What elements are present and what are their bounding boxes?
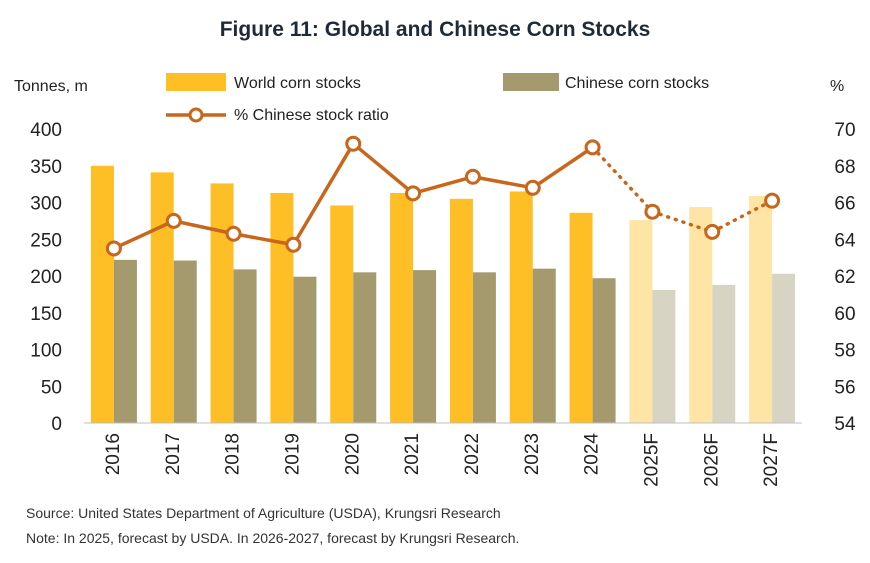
chart-title: Figure 11: Global and Chinese Corn Stock…: [219, 18, 651, 41]
y2-tick-label: 64: [834, 230, 856, 251]
bar-world: [749, 195, 773, 423]
legend-swatch-china: [503, 73, 559, 91]
x-tick-label: 2025F: [641, 433, 662, 487]
bar-world: [330, 205, 354, 423]
ratio-line: [105, 135, 781, 257]
ratio-point: [225, 225, 242, 242]
bar-world: [270, 192, 294, 423]
bar-world: [569, 212, 593, 423]
bar-china: [293, 276, 317, 423]
y2-tick-label: 58: [834, 341, 855, 362]
ratio-point: [524, 179, 541, 196]
forecast-note: Note: In 2025, forecast by USDA. In 2026…: [26, 530, 520, 546]
x-tick-label: 2024: [582, 433, 603, 476]
x-tick-label: 2019: [282, 433, 303, 475]
legend-marker-ratio: [188, 107, 204, 123]
y2-tick-label: 70: [834, 120, 855, 141]
x-tick-label: 2026F: [701, 433, 722, 487]
bar-world: [210, 183, 234, 423]
y2-tick-label: 60: [834, 304, 855, 325]
bar-world: [390, 192, 414, 423]
bars: [90, 165, 796, 423]
legend-swatch-world: [166, 73, 226, 91]
ratio-point: [464, 168, 481, 185]
y2-tick-label: 68: [834, 157, 855, 178]
bar-china: [472, 272, 496, 423]
y-axis-ticks: 0 50 100 150 200 250 300 350 400: [30, 120, 62, 435]
ratio-point: [105, 240, 122, 257]
bar-world: [150, 172, 174, 423]
legend-label-world: World corn stocks: [234, 75, 361, 92]
bar-china: [173, 260, 197, 423]
ratio-line-forecast: [590, 145, 774, 234]
y-tick-label: 0: [51, 414, 62, 435]
bar-china: [113, 259, 137, 423]
x-tick-label: 2021: [402, 433, 423, 475]
y-tick-label: 50: [41, 377, 62, 398]
ratio-point: [764, 192, 781, 209]
x-axis-ticks: 2016 2017 2018 2019 2020 2021 2022 2023 2024 2025…: [103, 433, 782, 487]
y-tick-label: 300: [30, 194, 62, 215]
x-tick-label: 2023: [522, 433, 543, 475]
y-tick-label: 150: [30, 304, 62, 325]
bar-china: [532, 268, 556, 423]
y-axis-label: Tonnes, m: [14, 78, 88, 95]
legend-label-china: Chinese corn stocks: [565, 75, 709, 92]
bar-world: [90, 165, 114, 423]
bar-china: [233, 269, 257, 423]
bar-china: [712, 284, 736, 423]
ratio-point: [644, 203, 661, 220]
y2-tick-label: 54: [834, 414, 856, 435]
x-tick-label: 2027F: [761, 433, 782, 487]
bar-world: [689, 206, 713, 423]
bar-china: [353, 272, 377, 423]
bar-china: [772, 273, 796, 423]
bar-china: [652, 289, 676, 423]
source-note: Source: United States Department of Agri…: [26, 505, 501, 521]
chart-area: Tonnes, m % World corn stocks Chinese co…: [14, 73, 856, 487]
legend-label-ratio: % Chinese stock ratio: [234, 107, 389, 124]
ratio-point: [165, 212, 182, 229]
y-tick-label: 350: [30, 157, 62, 178]
ratio-point: [345, 135, 362, 152]
y2-tick-label: 56: [834, 377, 855, 398]
x-tick-label: 2016: [103, 433, 124, 475]
ratio-point: [704, 223, 721, 240]
ratio-point: [405, 185, 422, 202]
bar-china: [592, 278, 616, 423]
y2-tick-label: 66: [834, 194, 855, 215]
y-tick-label: 100: [30, 341, 62, 362]
y-tick-label: 400: [30, 120, 62, 141]
legend: World corn stocks Chinese corn stocks % …: [166, 73, 709, 124]
y-tick-label: 250: [30, 230, 62, 251]
y2-axis-ticks: 54 56 58 60 62 64 66 68 70: [834, 120, 856, 435]
bar-world: [509, 191, 533, 423]
bar-world: [629, 220, 653, 423]
bar-world: [449, 198, 473, 423]
y-tick-label: 200: [30, 267, 62, 288]
x-tick-label: 2018: [223, 433, 244, 475]
x-tick-label: 2020: [342, 433, 363, 475]
ratio-point: [285, 236, 302, 253]
x-tick-label: 2022: [462, 433, 483, 475]
x-tick-label: 2017: [163, 433, 184, 475]
y2-axis-label: %: [830, 78, 844, 95]
y2-tick-label: 62: [834, 267, 855, 288]
bar-china: [413, 270, 437, 423]
ratio-point: [584, 139, 601, 156]
